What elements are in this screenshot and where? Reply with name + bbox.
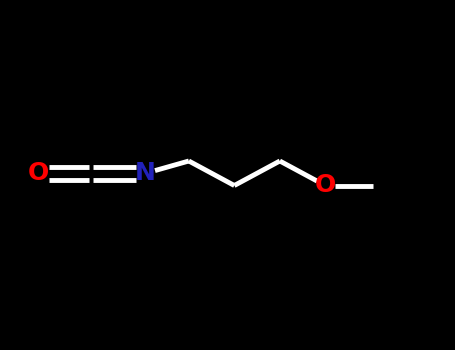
Text: O: O <box>28 161 49 185</box>
Text: O: O <box>315 174 336 197</box>
Text: N: N <box>135 161 156 185</box>
